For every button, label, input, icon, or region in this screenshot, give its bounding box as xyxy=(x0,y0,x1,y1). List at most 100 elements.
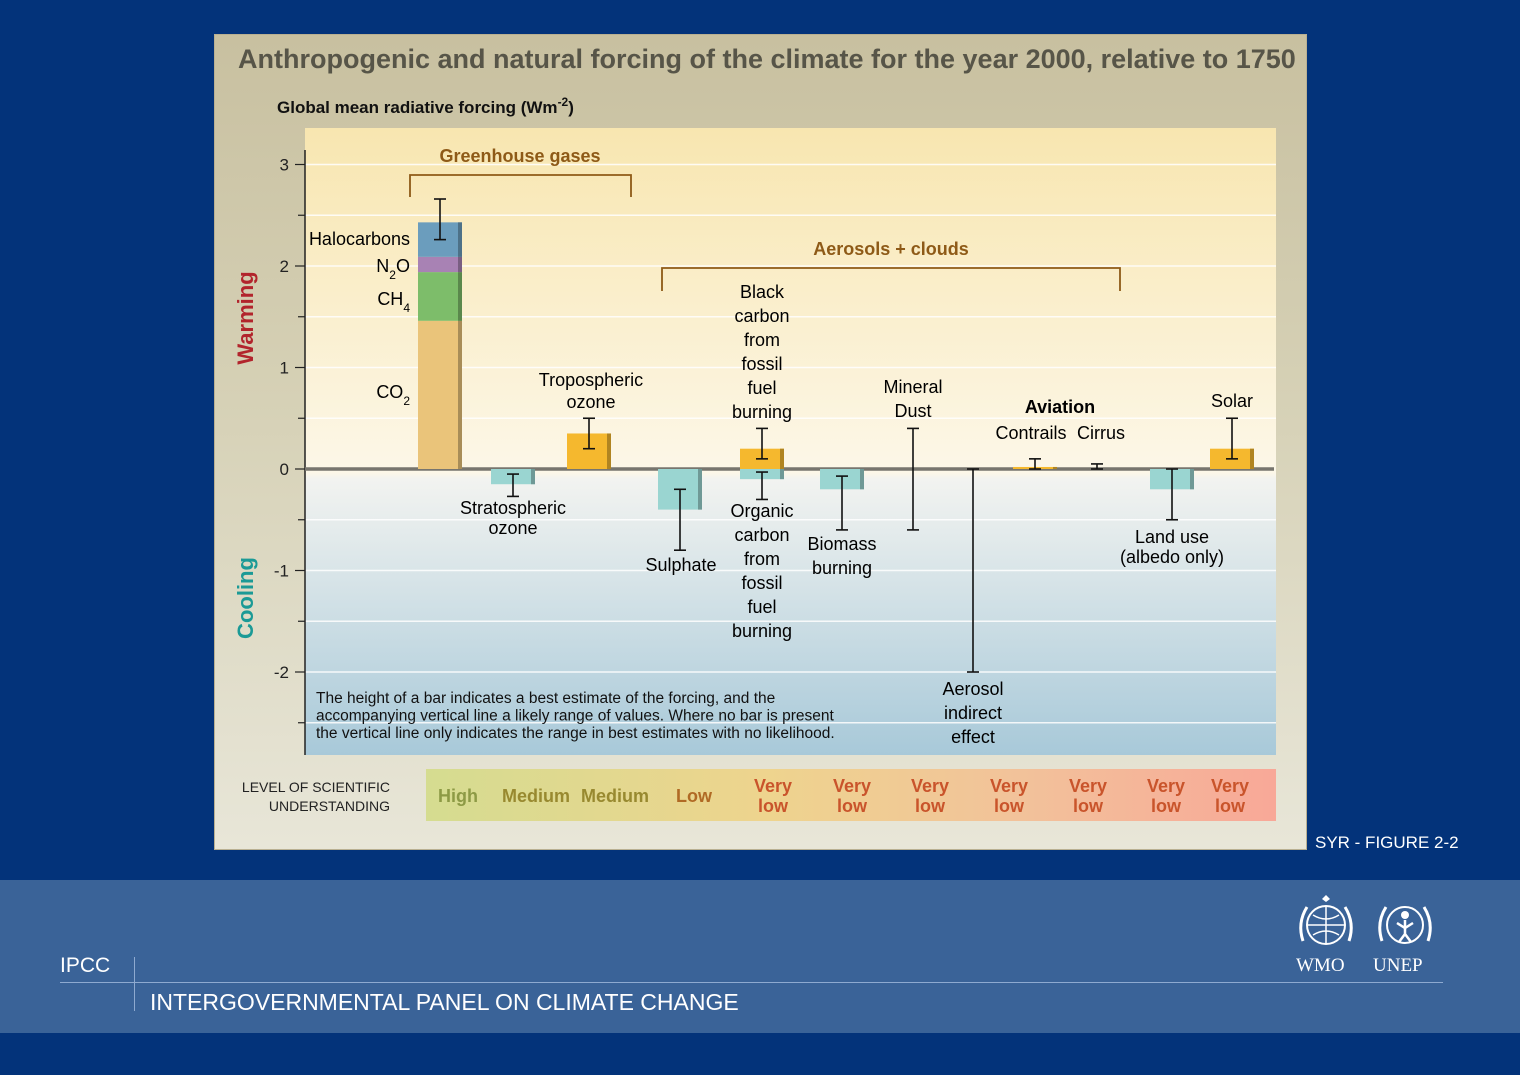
loso-level-label: low xyxy=(915,796,946,816)
loso-level-label: Very xyxy=(911,776,949,796)
ghg-stack-segment-edge xyxy=(458,222,462,257)
unep-label: UNEP xyxy=(1373,955,1423,976)
ghg-group-label: Greenhouse gases xyxy=(439,146,600,166)
loso-level-label: Very xyxy=(1147,776,1185,796)
loso-level-label: low xyxy=(1073,796,1104,816)
loso-level-label: Very xyxy=(754,776,792,796)
organic-carbon-from-fossil-fuel-burning-label: fuel xyxy=(747,597,776,617)
ghg-stack-segment xyxy=(418,272,462,321)
aerosol-bracket xyxy=(661,267,1121,291)
chart-note: accompanying vertical line a likely rang… xyxy=(316,708,834,725)
y-tick-label: 0 xyxy=(280,460,289,479)
y-tick-label: -2 xyxy=(274,663,289,682)
wmo-emblem-icon xyxy=(1299,895,1353,945)
cooling-label: Cooling xyxy=(233,557,258,639)
tropospheric-ozone-bar-edge xyxy=(607,433,611,469)
solar-label: Solar xyxy=(1211,391,1253,411)
ghg-stack-segment-edge xyxy=(458,256,462,273)
loso-band xyxy=(426,769,1276,821)
ghg-stack-segment xyxy=(418,256,462,273)
organic-carbon-from-fossil-fuel-burning-label: from xyxy=(744,549,780,569)
solar-bar-edge xyxy=(1250,448,1254,469)
chart-note: The height of a bar indicates a best est… xyxy=(316,690,775,707)
aviation-label: Aviation xyxy=(1025,397,1095,417)
sulphate-label: Sulphate xyxy=(645,555,716,575)
y-tick-label: 1 xyxy=(280,359,289,378)
loso-level-label: low xyxy=(758,796,789,816)
loso-level-label: low xyxy=(1215,796,1246,816)
stratospheric-ozone-label: ozone xyxy=(488,518,537,538)
loso-level-label: Very xyxy=(990,776,1028,796)
halocarbons-label: Halocarbons xyxy=(309,229,410,249)
loso-level-label: low xyxy=(1151,796,1182,816)
aerosol-indirect-effect-label: effect xyxy=(951,727,995,747)
y-axis-label: Global mean radiative forcing (Wm-2) xyxy=(277,95,574,117)
loso-level-label: Very xyxy=(1069,776,1107,796)
loso-level-label: Medium xyxy=(502,786,570,806)
ch4-label: CH4 xyxy=(377,289,410,315)
footer-vertical-divider xyxy=(134,957,135,1011)
black-carbon-from-fossil-fuel-burning-bar-edge xyxy=(780,448,784,469)
aerosol-indirect-effect-label: indirect xyxy=(944,703,1002,723)
contrails-bar-edge xyxy=(1053,466,1057,469)
co2-label: CO2 xyxy=(376,382,410,408)
black-carbon-from-fossil-fuel-burning-label: carbon xyxy=(734,306,789,326)
unep-emblem-icon xyxy=(1378,906,1432,944)
loso-level-label: Low xyxy=(676,786,713,806)
footer-band xyxy=(0,880,1520,1033)
y-tick-label: -1 xyxy=(274,562,289,581)
mineral-dust-label: Dust xyxy=(894,401,931,421)
sulphate-bar-edge xyxy=(698,469,702,510)
ipcc-full-name: INTERGOVERNMENTAL PANEL ON CLIMATE CHANG… xyxy=(150,989,739,1015)
ghg-stack-segment xyxy=(418,320,462,469)
tropospheric-ozone-label: Tropospheric xyxy=(539,370,643,390)
ghg-bracket xyxy=(409,174,632,197)
stratospheric-ozone-bar-edge xyxy=(531,469,535,485)
black-carbon-from-fossil-fuel-burning-label: fossil xyxy=(741,354,782,374)
ipcc-abbreviation: IPCC xyxy=(60,954,111,977)
aerosol-indirect-effect-label: Aerosol xyxy=(942,679,1003,699)
organic-carbon-from-fossil-fuel-burning-bar-edge xyxy=(780,469,784,480)
black-carbon-from-fossil-fuel-burning-label: Black xyxy=(740,282,785,302)
organic-carbon-from-fossil-fuel-burning-label: carbon xyxy=(734,525,789,545)
wmo-label: WMO xyxy=(1296,955,1345,976)
ghg-stack-segment-edge xyxy=(458,272,462,321)
stratospheric-ozone-label: Stratospheric xyxy=(460,498,566,518)
loso-level-label: Medium xyxy=(581,786,649,806)
loso-level-label: Very xyxy=(1211,776,1249,796)
mineral-dust-label: Mineral xyxy=(883,377,942,397)
cirrus-label: Cirrus xyxy=(1077,423,1125,443)
chart-note: the vertical line only indicates the ran… xyxy=(316,725,835,742)
contrails-label: Contrails xyxy=(995,423,1066,443)
loso-level-label: low xyxy=(994,796,1025,816)
organic-carbon-from-fossil-fuel-burning-label: fossil xyxy=(741,573,782,593)
y-tick-label: 3 xyxy=(280,156,289,175)
y-tick-label: 2 xyxy=(280,257,289,276)
tropospheric-ozone-label: ozone xyxy=(566,392,615,412)
footer-divider xyxy=(60,982,1443,983)
black-carbon-from-fossil-fuel-burning-label: burning xyxy=(732,402,792,422)
ghg-stack-segment-edge xyxy=(458,320,462,469)
n2o-label: N2O xyxy=(376,256,410,282)
figure-label: SYR - FIGURE 2-2 xyxy=(1315,833,1459,852)
land-use-albedo-only-label: Land use xyxy=(1135,527,1209,547)
land-use-albedo-only-label: (albedo only) xyxy=(1120,547,1224,567)
black-carbon-from-fossil-fuel-burning-label: fuel xyxy=(747,378,776,398)
organic-carbon-from-fossil-fuel-burning-label: burning xyxy=(732,621,792,641)
warming-label: Warming xyxy=(233,271,258,364)
loso-title: LEVEL OF SCIENTIFIC xyxy=(242,779,390,795)
biomass-burning-label: Biomass xyxy=(807,534,876,554)
biomass-burning-bar-edge xyxy=(860,469,864,490)
loso-level-label: low xyxy=(837,796,868,816)
loso-title: UNDERSTANDING xyxy=(269,798,390,814)
loso-level-label: High xyxy=(438,786,478,806)
plot-background xyxy=(305,128,1276,755)
land-use-albedo-only-bar-edge xyxy=(1190,469,1194,490)
aerosol-group-label: Aerosols + clouds xyxy=(813,239,969,259)
forcing-chart: 3 2 1 0 -1 -2 Global mean radiative forcing (… xyxy=(233,95,1276,821)
black-carbon-from-fossil-fuel-burning-label: from xyxy=(744,330,780,350)
organic-carbon-from-fossil-fuel-burning-label: Organic xyxy=(730,501,793,521)
chart-title: Anthropogenic and natural forcing of the… xyxy=(238,44,1296,74)
loso-level-label: Very xyxy=(833,776,871,796)
biomass-burning-label: burning xyxy=(812,558,872,578)
